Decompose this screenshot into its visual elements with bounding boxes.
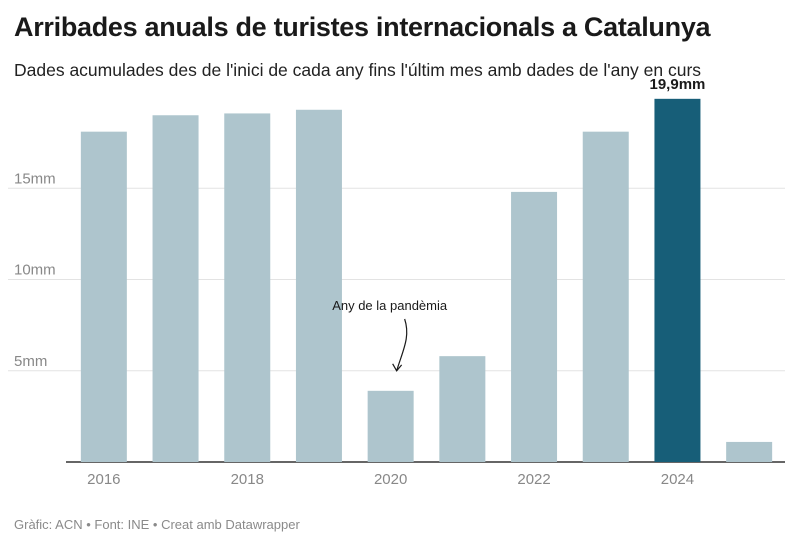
- bar-2022: [511, 191, 558, 462]
- bar-2024: [654, 98, 701, 462]
- annotation-arrowhead: [392, 363, 403, 372]
- x-tick-label: 2022: [517, 471, 550, 488]
- x-tick-label: 2018: [231, 471, 264, 488]
- bar-2023: [582, 131, 629, 463]
- chart-footer: Gràfic: ACN • Font: INE • Creat amb Data…: [14, 517, 300, 532]
- labels: 5mm 10mm 15mm 19,9mm 2016 2018 2020 2022 2024 Any…: [14, 76, 705, 488]
- bar-2021: [439, 356, 486, 462]
- bar-2018: [224, 113, 271, 463]
- bar-2020: [367, 390, 414, 462]
- x-tick-label: 2024: [661, 471, 694, 488]
- y-tick-label: 10mm: [14, 262, 56, 279]
- chart-title: Arribades anuals de turistes internacion…: [14, 12, 711, 42]
- chart-subtitle: Dades acumulades des de l'inici de cada …: [14, 60, 702, 80]
- x-tick-label: 2016: [87, 471, 120, 488]
- bar-2025: [726, 441, 773, 462]
- y-tick-label: 15mm: [14, 170, 56, 187]
- annotation-arrow: [396, 318, 408, 371]
- bar-2016: [80, 131, 127, 463]
- bar-2017: [152, 115, 199, 462]
- bars: [80, 98, 773, 463]
- y-tick-label: 5mm: [14, 353, 47, 370]
- x-tick-label: 2020: [374, 471, 407, 488]
- bar-2019: [295, 109, 342, 463]
- annotation-text: Any de la pandèmia: [332, 298, 448, 313]
- value-label-2024: 19,9mm: [650, 76, 706, 93]
